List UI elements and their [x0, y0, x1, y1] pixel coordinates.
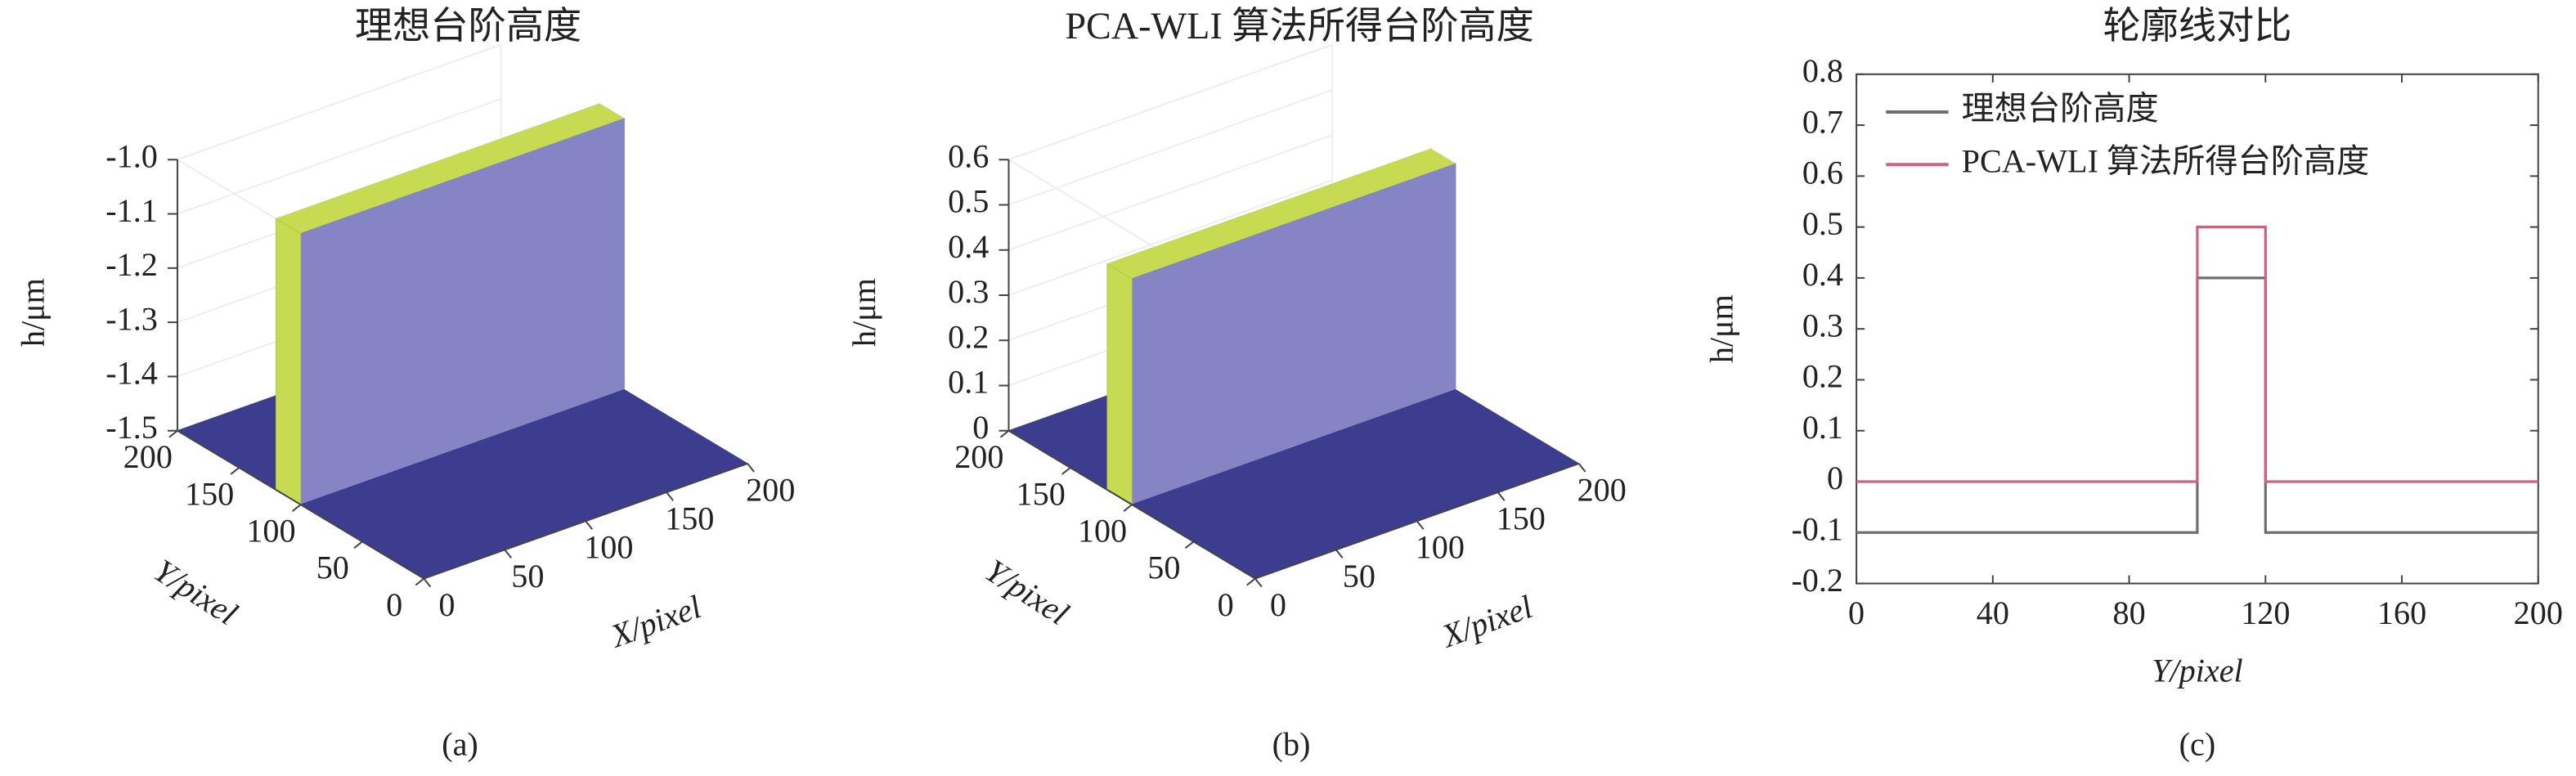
- y-tick: [291, 504, 302, 512]
- y-tick-label: 50: [1147, 549, 1180, 586]
- line-series: [1856, 226, 2538, 483]
- x-tick-label: 100: [1416, 529, 1465, 566]
- z-axis-label: h/μm: [846, 278, 882, 347]
- x-tick: [585, 520, 594, 530]
- y-tick-label: 0.1: [1802, 409, 1843, 446]
- y-tick-label: 0: [1827, 460, 1843, 496]
- x-axis-label: Y/pixel: [2152, 652, 2243, 689]
- y-tick-label: 150: [1016, 475, 1066, 512]
- y-tick-label: 100: [246, 513, 295, 549]
- y-tick: [1246, 577, 1256, 586]
- grid-line: [177, 43, 502, 161]
- x-tick-label: 120: [2241, 594, 2290, 631]
- x-tick: [423, 577, 432, 588]
- x-tick-label: 150: [665, 500, 714, 536]
- caption: (c): [2179, 726, 2216, 763]
- z-tick-label: -1.4: [105, 355, 158, 392]
- z-tick-label: -1.0: [105, 137, 158, 174]
- z-tick-label: 0.1: [948, 364, 989, 401]
- y-tick-label: 0.4: [1802, 256, 1843, 293]
- x-axis-label: X/pixel: [604, 588, 706, 655]
- z-tick-label: 0.5: [948, 183, 989, 220]
- z-tick-label: 0: [972, 409, 989, 446]
- y-axis-label: h/μm: [1703, 294, 1740, 363]
- y-tick-label: 50: [316, 549, 349, 586]
- z-tick-label: 0.3: [948, 273, 989, 310]
- grid-line: [1008, 43, 1333, 161]
- y-tick-label: -0.1: [1791, 511, 1843, 548]
- x-axis-label: X/pixel: [1436, 588, 1537, 655]
- x-tick: [1577, 463, 1586, 473]
- x-tick: [1416, 520, 1425, 530]
- x-tick-label: 0: [438, 586, 455, 623]
- y-tick-label: 0.7: [1802, 103, 1843, 140]
- x-tick: [504, 549, 513, 559]
- x-tick-label: 0: [1848, 594, 1865, 631]
- y-tick: [230, 467, 240, 475]
- y-tick: [415, 577, 424, 586]
- grid-line: [1008, 88, 1333, 206]
- grid-line: [177, 97, 502, 215]
- x-tick: [1335, 549, 1344, 559]
- x-tick-label: 200: [1577, 471, 1627, 508]
- caption: (b): [1272, 726, 1311, 763]
- line-series: [1856, 276, 2538, 534]
- y-tick-label: 100: [1078, 513, 1127, 549]
- y-tick-label: 200: [954, 438, 1003, 475]
- x-tick-label: 100: [584, 529, 633, 566]
- y-tick-label: 0.3: [1802, 307, 1843, 343]
- title: PCA-WLI 算法所得台阶高度: [1065, 5, 1533, 47]
- x-tick: [1497, 491, 1506, 501]
- y-tick: [1184, 541, 1195, 549]
- z-tick-label: -1.1: [105, 192, 158, 229]
- z-tick-label: -1.3: [105, 300, 158, 337]
- caption: (a): [442, 726, 478, 763]
- grid-line: [1008, 179, 1333, 296]
- x-tick-label: 50: [511, 558, 544, 594]
- y-tick-label: 0.5: [1802, 205, 1843, 242]
- y-tick-label: 0.8: [1802, 52, 1843, 89]
- y-tick-label: -0.2: [1791, 562, 1843, 599]
- x-tick: [747, 463, 755, 473]
- title: 轮廓线对比: [2103, 5, 2291, 47]
- z-tick-label: 0.6: [948, 137, 989, 174]
- x-tick-label: 50: [1343, 558, 1376, 594]
- y-tick-label: 150: [185, 475, 234, 512]
- y-tick: [1061, 467, 1071, 475]
- x-tick-label: 160: [2377, 594, 2426, 631]
- z-tick-label: 0.4: [948, 228, 989, 265]
- z-axis-label: h/μm: [14, 278, 51, 347]
- grid-line: [1008, 134, 1333, 251]
- x-tick: [666, 491, 674, 501]
- y-tick: [999, 429, 1010, 438]
- y-tick-label: 200: [123, 438, 173, 475]
- z-tick-label: 0.2: [948, 318, 989, 355]
- y-tick-label: 0.2: [1802, 358, 1843, 395]
- x-tick-label: 40: [1977, 594, 2009, 631]
- legend-label: 理想台阶高度: [1962, 90, 2159, 127]
- x-tick-label: 150: [1497, 500, 1546, 536]
- y-axis-label: Y/pixel: [979, 552, 1075, 632]
- y-tick-label: 0.6: [1802, 155, 1843, 191]
- x-tick-label: 200: [746, 471, 795, 508]
- x-tick-label: 200: [2514, 594, 2563, 631]
- x-tick: [1254, 577, 1263, 588]
- y-tick: [168, 429, 178, 438]
- legend-label: PCA-WLI 算法所得台阶高度: [1962, 143, 2370, 180]
- y-tick: [353, 541, 363, 549]
- y-tick: [1123, 504, 1133, 512]
- y-tick-label: 0: [1218, 586, 1234, 623]
- y-axis-label: Y/pixel: [147, 552, 244, 632]
- z-tick-label: -1.2: [105, 246, 158, 283]
- title: 理想台阶高度: [355, 5, 581, 47]
- z-tick-label: -1.5: [105, 409, 158, 446]
- y-tick-label: 0: [386, 586, 402, 623]
- x-tick-label: 0: [1270, 586, 1286, 623]
- x-tick-label: 80: [2112, 594, 2145, 631]
